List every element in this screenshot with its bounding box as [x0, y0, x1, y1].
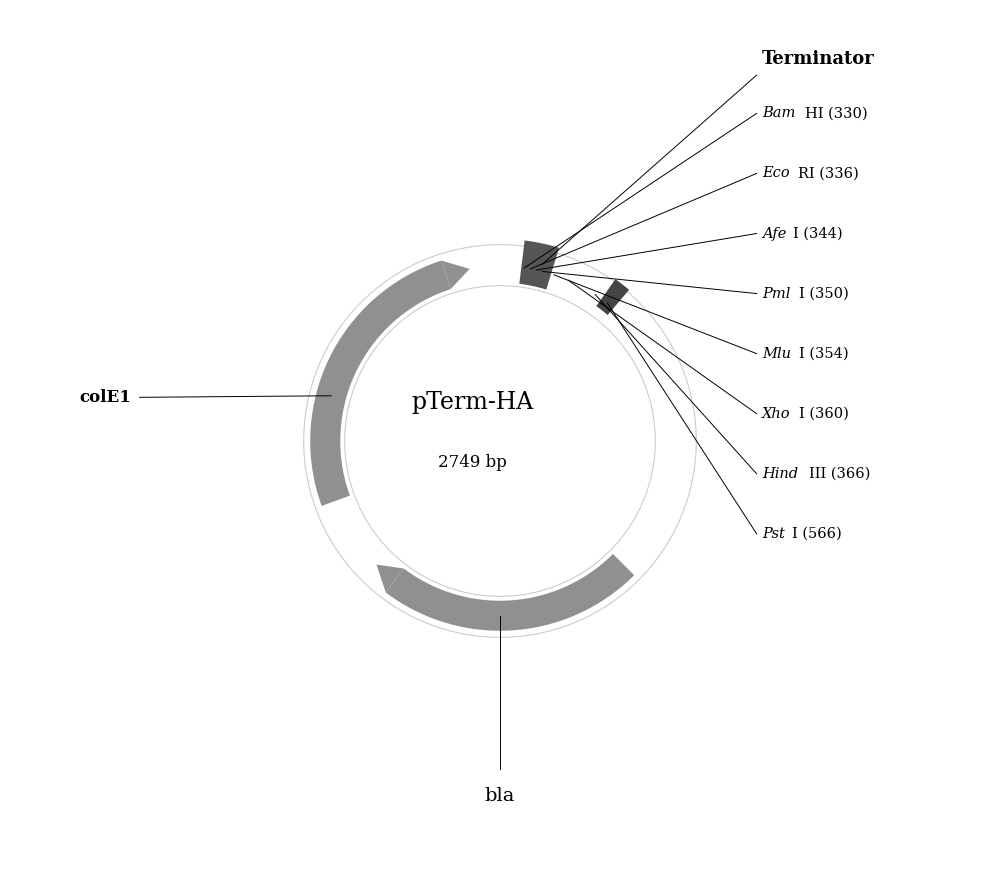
- Text: I (350): I (350): [799, 287, 848, 301]
- Text: I (360): I (360): [799, 407, 849, 421]
- Polygon shape: [441, 260, 470, 289]
- Text: I (344): I (344): [793, 227, 843, 241]
- Text: Eco: Eco: [762, 167, 790, 181]
- Text: Xho: Xho: [762, 407, 791, 421]
- Text: Terminator: Terminator: [762, 49, 875, 68]
- Polygon shape: [519, 241, 559, 289]
- Text: Pml: Pml: [762, 287, 790, 301]
- Text: pTerm-HA: pTerm-HA: [412, 392, 534, 415]
- Text: RI (336): RI (336): [798, 167, 858, 181]
- Text: III (366): III (366): [809, 467, 870, 481]
- Polygon shape: [386, 554, 634, 631]
- Text: Afe: Afe: [762, 227, 786, 241]
- Text: Pst: Pst: [762, 527, 785, 541]
- Polygon shape: [596, 280, 629, 315]
- Text: Mlu: Mlu: [762, 347, 791, 361]
- Polygon shape: [376, 564, 404, 593]
- Text: colE1: colE1: [80, 389, 131, 406]
- Text: bla: bla: [485, 787, 515, 805]
- Text: I (354): I (354): [799, 347, 849, 361]
- Text: Bam: Bam: [762, 107, 795, 120]
- Text: 2749 bp: 2749 bp: [438, 454, 507, 471]
- Polygon shape: [310, 260, 451, 506]
- Text: I (566): I (566): [792, 527, 841, 541]
- Text: HI (330): HI (330): [805, 107, 868, 120]
- Text: Hind: Hind: [762, 467, 798, 481]
